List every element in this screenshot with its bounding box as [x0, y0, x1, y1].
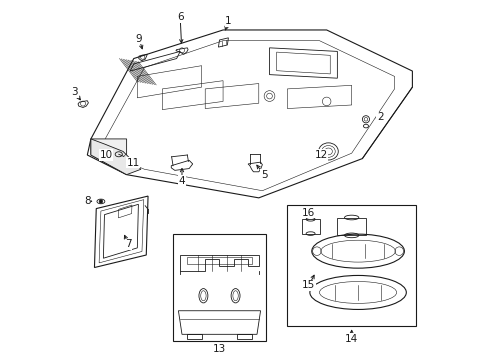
Text: 5: 5 — [260, 170, 267, 180]
Text: 10: 10 — [99, 150, 112, 160]
Text: 7: 7 — [125, 239, 131, 249]
Text: 4: 4 — [178, 176, 185, 186]
Bar — [287, 205, 415, 327]
Text: 13: 13 — [212, 344, 225, 354]
Polygon shape — [91, 139, 126, 175]
Text: 6: 6 — [177, 13, 183, 22]
Text: 16: 16 — [302, 208, 315, 218]
Text: 12: 12 — [314, 150, 327, 160]
Text: 3: 3 — [71, 87, 78, 98]
Text: 9: 9 — [136, 34, 142, 44]
Polygon shape — [91, 139, 141, 175]
Bar — [135, 161, 138, 167]
Text: 14: 14 — [345, 334, 358, 344]
Text: 1: 1 — [224, 16, 231, 26]
Text: 8: 8 — [84, 196, 90, 206]
Text: 15: 15 — [302, 280, 315, 291]
Text: 2: 2 — [376, 112, 383, 122]
Text: 11: 11 — [126, 158, 140, 168]
Bar — [173, 234, 265, 341]
Circle shape — [99, 200, 102, 203]
